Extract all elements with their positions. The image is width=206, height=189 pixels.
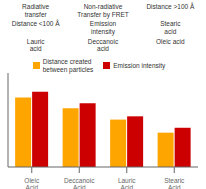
html-text:Deccanoic acid: Deccanoic acid [87, 37, 119, 53]
html-text:Emission intensity: Emission intensity [113, 61, 166, 69]
html-text:Distance >100 Å: Distance >100 Å [146, 3, 195, 10]
svg-text:StearicAcid: StearicAcid [164, 177, 185, 189]
html-text:Radiative transfer: Radiative transfer [22, 3, 50, 18]
html-text:Oleic acid: Oleic acid [156, 37, 185, 45]
svg-text:LauricAcid: LauricAcid [118, 177, 136, 189]
svg-text:DeccanoicAcid: DeccanoicAcid [64, 177, 95, 189]
html-text:Distance <100 Å: Distance <100 Å [11, 20, 60, 28]
html-text:Lauric acid: Lauric acid [26, 37, 45, 53]
html-text:Emission intensity: Emission intensity [89, 20, 117, 35]
html-text:Distance created between parti: Distance created between particles [42, 58, 94, 73]
html-text:Stearic acid: Stearic acid [160, 20, 181, 35]
html-text:Non-radiative Transfer by FRET: Non-radiative Transfer by FRET [77, 3, 129, 18]
svg-text:OleicAcid: OleicAcid [24, 177, 40, 189]
